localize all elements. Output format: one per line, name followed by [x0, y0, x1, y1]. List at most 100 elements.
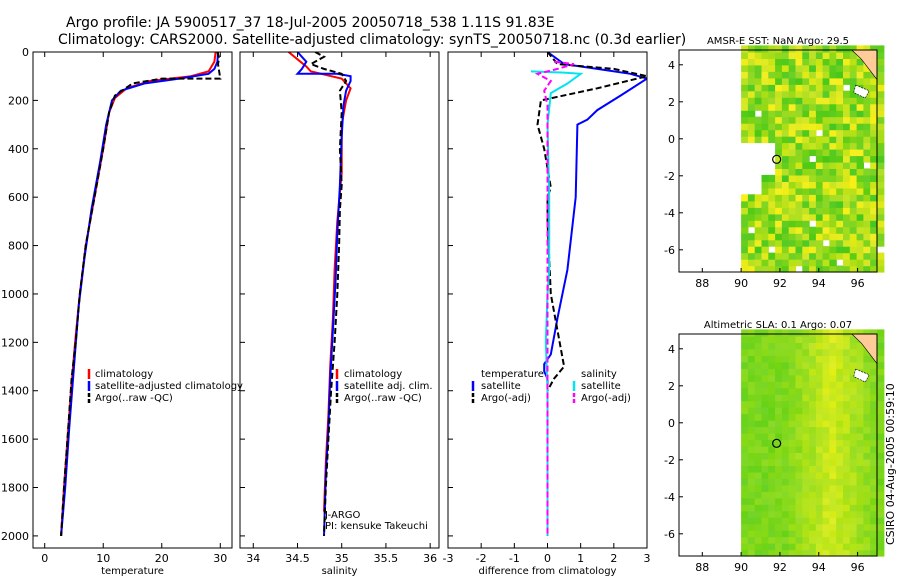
map-cell [775, 90, 783, 98]
map-cell [863, 543, 871, 551]
map-cell [856, 478, 864, 486]
map-cell [843, 335, 851, 343]
map-cell [761, 77, 769, 85]
map-cell [781, 123, 790, 131]
map-cell [802, 517, 810, 525]
map-cell [849, 174, 858, 182]
map-cell [863, 504, 871, 512]
map-cell [815, 155, 824, 163]
map-cell [795, 90, 803, 98]
map-cell [877, 252, 885, 260]
map-cell [849, 335, 858, 343]
map-cell [836, 433, 844, 441]
map-cell [809, 387, 817, 395]
map-cell [788, 433, 797, 441]
map-cell [822, 433, 830, 441]
map-cell [788, 452, 797, 460]
map-cell [843, 433, 851, 441]
map-cell [747, 90, 756, 98]
map-cell [809, 452, 817, 460]
map-cell [802, 361, 810, 369]
map-cell [795, 207, 803, 215]
map-cell [829, 420, 837, 428]
map-cell [822, 84, 830, 92]
map-cell [768, 348, 776, 356]
map-cell [809, 549, 817, 557]
map-cell [836, 194, 844, 202]
map-cell [815, 142, 824, 150]
map-cell [836, 543, 844, 551]
map-cell [815, 452, 824, 460]
map-cell [754, 342, 763, 350]
map-cell [849, 129, 858, 137]
map-cell [856, 536, 864, 544]
map-cell [809, 458, 817, 466]
map-cell [768, 239, 776, 247]
map-cell [877, 200, 885, 208]
map-cell [761, 523, 769, 531]
map-cell [849, 407, 858, 415]
map-cell [754, 458, 763, 466]
map-cell [775, 226, 783, 234]
map-cell [829, 220, 837, 228]
map-cell [836, 142, 844, 150]
map-cell [788, 200, 797, 208]
map-cell [747, 471, 756, 479]
map-cell [754, 348, 763, 356]
map-cell [877, 394, 885, 402]
map-cell [809, 523, 817, 531]
map-cell [795, 387, 803, 395]
map-cell [761, 400, 769, 408]
map-cell [781, 200, 790, 208]
map-cell [843, 361, 851, 369]
map-cell [741, 116, 749, 124]
map-cell [741, 207, 749, 215]
map-cell [788, 174, 797, 182]
map-cell [815, 97, 824, 105]
map-cell [802, 374, 810, 382]
map-cell [829, 439, 837, 447]
map-cell [761, 387, 769, 395]
map-cell [747, 103, 756, 111]
map-cell [747, 543, 756, 551]
map-cell [802, 64, 810, 72]
map-cell [863, 517, 871, 525]
map-cell [863, 233, 871, 241]
map-cell [741, 510, 749, 518]
map-cell [829, 252, 837, 260]
map-cell [870, 439, 878, 447]
map-cell [775, 381, 783, 389]
map-cell [836, 252, 844, 260]
map-cell [754, 355, 763, 363]
map-cell [863, 329, 871, 337]
map-cell [829, 549, 837, 557]
map-cell [795, 445, 803, 453]
map-cell [836, 103, 844, 111]
map-cell [802, 161, 810, 169]
map-cell [754, 45, 763, 53]
map-cell [781, 484, 790, 492]
map-cell [829, 90, 837, 98]
map-cell [761, 433, 769, 441]
map-cell [741, 413, 749, 421]
map-cell [809, 233, 817, 241]
legend-item: temperature [481, 369, 544, 380]
map-cell [836, 445, 844, 453]
map-cell [741, 497, 749, 505]
map-cell [741, 504, 749, 512]
map-cell [822, 123, 830, 131]
map-cell [754, 71, 763, 79]
map-cell [795, 103, 803, 111]
map-cell [849, 329, 858, 337]
map-cell [754, 200, 763, 208]
map-cell [856, 103, 864, 111]
map-cell [795, 348, 803, 356]
map-cell [836, 400, 844, 408]
map-cell [843, 200, 851, 208]
map-cell [768, 374, 776, 382]
map-cell [741, 517, 749, 525]
map-cell [815, 381, 824, 389]
map-cell [870, 465, 878, 473]
map-cell [768, 452, 776, 460]
map-cell [829, 259, 837, 267]
